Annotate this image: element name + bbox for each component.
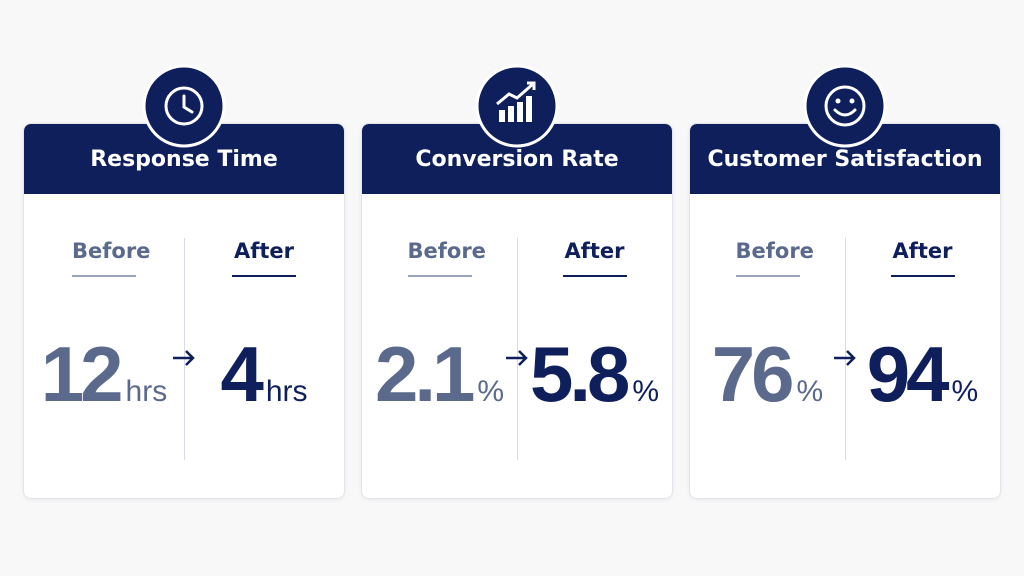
column-divider xyxy=(845,238,846,460)
before-value: 2.1 xyxy=(374,330,475,418)
column-divider xyxy=(517,238,518,460)
before-label: Before xyxy=(72,239,150,277)
after-column: After xyxy=(184,239,344,277)
arrow xyxy=(173,350,195,366)
before-unit: % xyxy=(796,375,824,408)
before-unit: % xyxy=(477,375,505,408)
after-metric: 94% xyxy=(845,329,1000,420)
after-value: 94 xyxy=(866,330,950,418)
after-label: After xyxy=(562,239,627,277)
before-column: Before xyxy=(690,239,845,277)
after-column: After xyxy=(517,239,672,277)
before-label: Before xyxy=(735,239,814,277)
before-metric: 12 hrs xyxy=(24,329,184,420)
after-unit: % xyxy=(951,375,979,408)
after-value: 4 xyxy=(220,330,263,418)
before-metric: 2.1% xyxy=(362,329,517,420)
column-divider xyxy=(184,238,185,460)
after-metric: 4 hrs xyxy=(184,329,344,420)
card-icon xyxy=(803,64,887,148)
after-label: After xyxy=(890,239,955,277)
before-value: 12 xyxy=(40,330,124,418)
metric-card: Customer Satisfaction Before 76% After 94% xyxy=(689,64,1001,499)
after-label: After xyxy=(232,239,296,277)
arrow xyxy=(506,350,528,366)
before-value: 76 xyxy=(711,330,795,418)
before-column: Before xyxy=(24,239,184,277)
after-unit: hrs xyxy=(265,375,308,408)
after-column: After xyxy=(845,239,1000,277)
metric-card: Response Time Before 12 hrs After 4 hrs xyxy=(23,64,345,499)
after-value: 5.8 xyxy=(529,330,630,418)
arrow xyxy=(834,350,856,366)
before-column: Before xyxy=(362,239,517,277)
card-icon xyxy=(475,64,559,148)
before-unit: hrs xyxy=(125,375,168,408)
card-icon xyxy=(142,64,226,148)
after-metric: 5.8% xyxy=(517,329,672,420)
before-label: Before xyxy=(407,239,486,277)
metric-card: Conversion Rate Before 2.1% After 5.8% xyxy=(361,64,673,499)
before-metric: 76% xyxy=(690,329,845,420)
after-unit: % xyxy=(632,375,660,408)
